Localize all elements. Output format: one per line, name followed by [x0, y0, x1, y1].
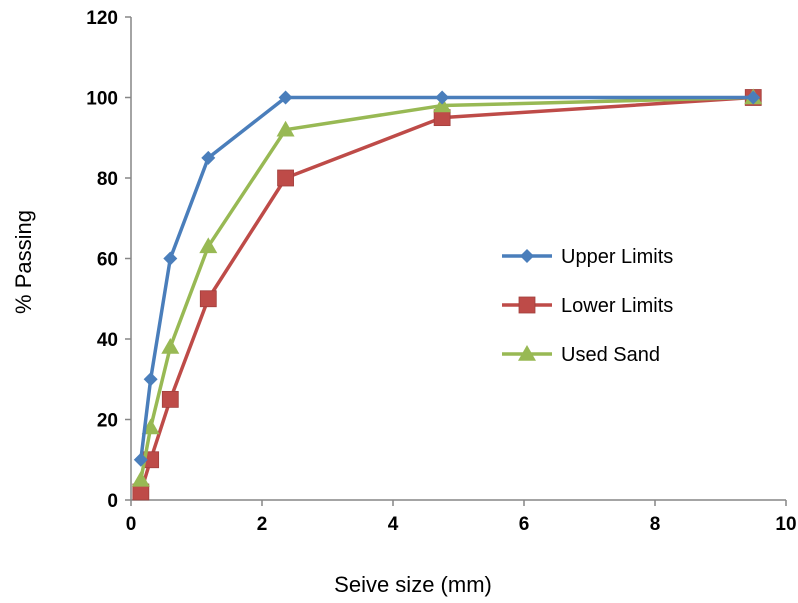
- legend-label: Upper Limits: [561, 246, 673, 268]
- data-point: [131, 470, 150, 487]
- series-lower-limits: [132, 89, 762, 501]
- y-tick-label: 80: [97, 169, 118, 190]
- data-point: [201, 150, 216, 165]
- legend: Upper Limits Lower Limits Used Sand: [502, 246, 673, 366]
- legend-marker: [518, 296, 536, 314]
- y-axis-ticks: 0 20 40 60 80 100 120: [86, 8, 131, 512]
- y-axis-title: % Passing: [11, 210, 36, 314]
- y-tick-label: 40: [97, 330, 118, 351]
- series-used-sand: [131, 88, 763, 487]
- data-point: [276, 120, 295, 137]
- y-tick-label: 120: [86, 8, 118, 29]
- x-tick-label: 8: [650, 514, 661, 535]
- data-point: [199, 237, 218, 254]
- x-tick-label: 10: [775, 514, 796, 535]
- y-tick-label: 20: [97, 411, 118, 432]
- series-layer: [131, 88, 763, 501]
- data-point: [277, 169, 294, 187]
- data-point: [746, 90, 761, 105]
- legend-item: Lower Limits: [502, 295, 673, 317]
- legend-label: Used Sand: [561, 344, 660, 366]
- data-point: [199, 290, 217, 308]
- data-point: [435, 90, 450, 105]
- x-axis-title: Seive size (mm): [334, 572, 492, 597]
- legend-item: Upper Limits: [502, 246, 673, 268]
- legend-marker: [520, 249, 534, 263]
- x-tick-label: 4: [388, 514, 399, 535]
- x-tick-label: 2: [257, 514, 268, 535]
- y-tick-label: 60: [97, 250, 118, 271]
- x-axis-ticks: 0 2 4 6 8 10: [126, 500, 797, 535]
- data-point: [161, 390, 179, 408]
- data-point: [278, 90, 293, 105]
- data-point: [133, 452, 148, 467]
- y-tick-label: 0: [107, 491, 118, 512]
- data-point: [143, 372, 158, 387]
- legend-item: Used Sand: [502, 344, 660, 366]
- x-tick-label: 0: [126, 514, 137, 535]
- x-tick-label: 6: [519, 514, 530, 535]
- data-point: [163, 251, 178, 266]
- y-tick-label: 100: [86, 89, 118, 110]
- plot-area: [130, 17, 786, 501]
- legend-marker: [518, 345, 536, 361]
- legend-label: Lower Limits: [561, 295, 673, 317]
- series-line: [139, 95, 754, 460]
- series-line: [139, 95, 754, 481]
- data-point: [161, 338, 180, 354]
- series-upper-limits: [133, 90, 761, 467]
